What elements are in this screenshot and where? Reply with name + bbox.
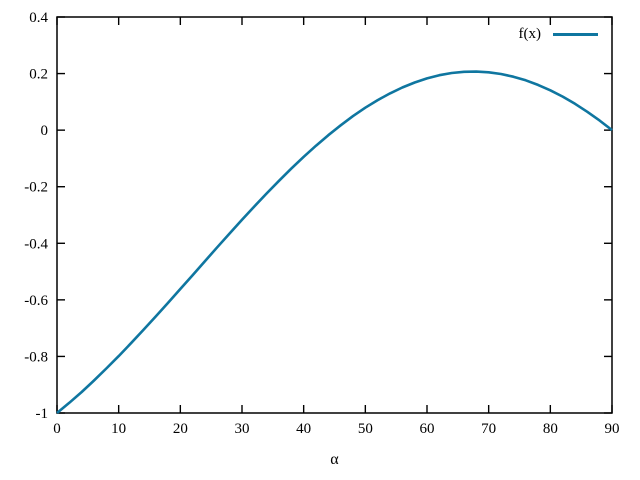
x-tick-label: 30: [235, 421, 250, 437]
y-tick-label: -0.8: [24, 349, 48, 365]
y-tick-label: -0.4: [24, 236, 48, 252]
plot-border: [56, 16, 613, 414]
x-tick-label: 60: [420, 421, 435, 437]
x-tick-label: 80: [543, 421, 558, 437]
x-tick-label: 10: [111, 421, 126, 437]
x-tick-label: 90: [605, 421, 620, 437]
x-tick-label: 70: [481, 421, 496, 437]
y-tick-label: 0.4: [29, 10, 48, 26]
y-tick-label: 0: [41, 123, 49, 139]
y-tick-label: -1: [36, 406, 49, 422]
legend-label: f(x): [518, 26, 542, 42]
y-tick-label: 0.2: [29, 67, 48, 83]
y-tick-label: -0.2: [24, 180, 48, 196]
curve-fx: [56, 70, 613, 415]
x-tick-label: 40: [296, 421, 311, 437]
x-tick-label: 0: [53, 421, 61, 437]
x-tick-label: 20: [173, 421, 188, 437]
x-axis-label: α: [330, 451, 339, 468]
x-tick-label: 50: [358, 421, 373, 437]
y-tick-label: -0.6: [24, 293, 48, 309]
legend-line-sample: [553, 32, 598, 36]
legend: f(x): [518, 26, 598, 42]
